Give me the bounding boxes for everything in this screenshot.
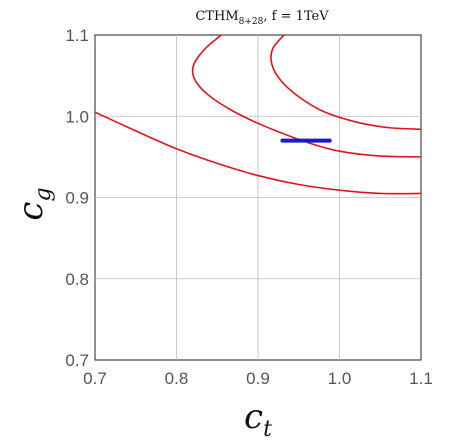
y-tick-label: 0.7 [65,351,89,370]
x-tick-label: 0.7 [83,369,107,388]
series-contour-2 [191,34,422,158]
grid [95,35,421,360]
tick-labels: 0.7 0.8 0.9 1.0 1.1 0.7 0.8 0.9 1.0 1.1 [65,26,432,388]
x-tick-label: 1.0 [328,369,352,388]
x-tick-label: 1.1 [409,369,433,388]
y-axis-label: cg [11,187,56,220]
chart-title-subscript: 8+28 [239,17,264,27]
x-tick-label: 0.9 [246,369,270,388]
chart-title-main: CTHM [195,9,238,24]
series-layer [94,34,422,195]
x-axis-label-subscript: t [263,417,272,442]
y-axis-label-main: c [11,202,51,221]
y-tick-label: 1.1 [65,26,89,45]
y-tick-label: 0.8 [65,270,89,289]
series-contour-1 [94,111,422,195]
x-axis-label-main: c [244,397,263,437]
x-tick-label: 0.8 [165,369,189,388]
chart-title-suffix: , f = 1TeV [263,9,329,24]
chart-title: CTHM8+28, f = 1TeV [195,9,329,27]
x-axis-label: ct [244,397,272,442]
y-tick-label: 0.9 [65,189,89,208]
y-tick-label: 1.0 [65,107,89,126]
series-contour-3 [270,34,422,131]
y-axis-label-subscript: g [31,187,56,201]
